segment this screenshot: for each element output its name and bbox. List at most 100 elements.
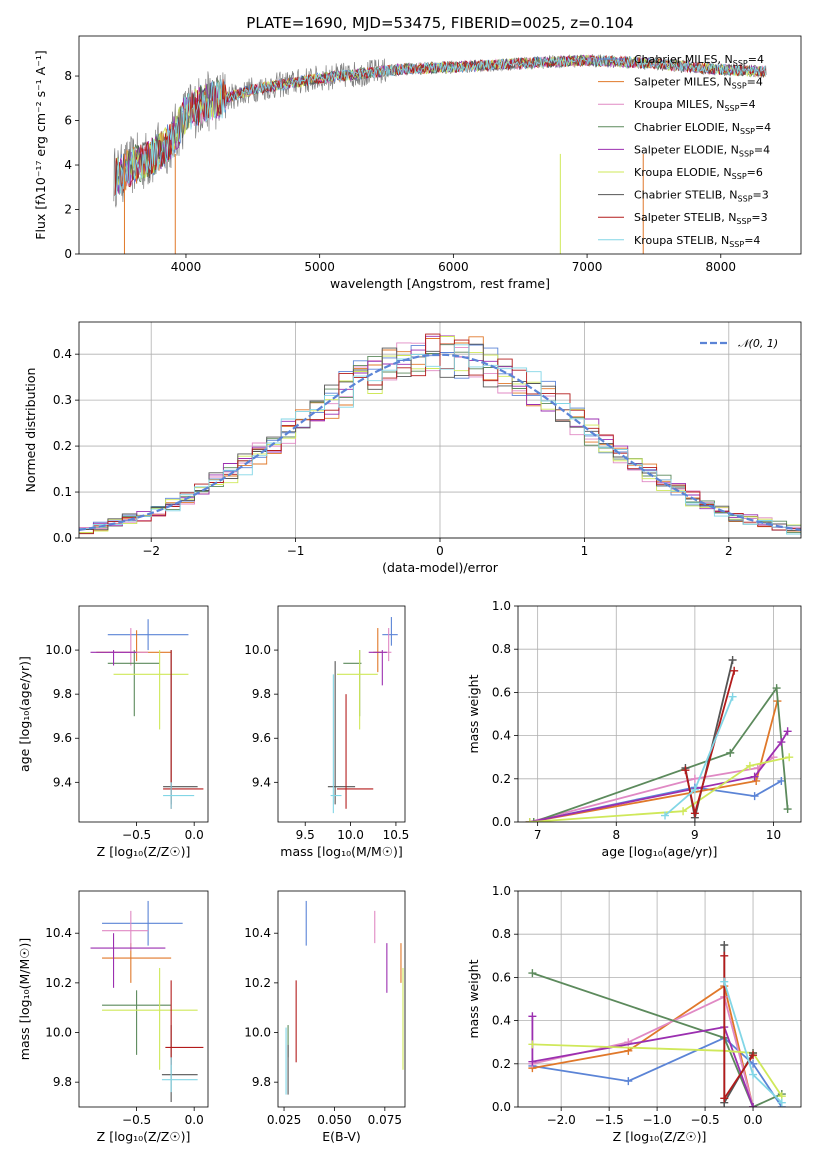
weight-series-6 [529, 756, 790, 822]
weight_vs_Z-chart: −2.0 −1.5 −1.0 −0.5 0.0 0.0 0.2 0.4 0.6 0.8 1.0 Z [… [466, 884, 802, 1144]
weight-marker [624, 1077, 633, 1086]
plot-area [285, 900, 404, 1095]
axes-frame [517, 890, 802, 1108]
legend-entry: Chabrier STELIB, NSSP=3 [634, 189, 769, 204]
legend-entry: Chabrier MILES, NSSP=4 [634, 53, 764, 68]
residuals-chart: −2 −1 0 1 2 0.0 0.1 0.2 0.3 0.4 (data-model)/error… [23, 321, 802, 575]
y-tick-label: 9.6 [53, 731, 72, 745]
weight-marker [681, 766, 690, 775]
normal-distribution-curve [79, 353, 801, 531]
weight-marker [772, 684, 781, 693]
age_vs_mass-chart: 9.5 10.0 10.5 9.4 9.6 9.8 10.0 mass [log₁₀(M/M☉… [244, 605, 409, 859]
x-tick-label: 0.0 [185, 828, 204, 842]
y-tick-label: 0.1 [53, 485, 72, 499]
axes-frame [517, 605, 802, 823]
y-axis-label: mass weight [466, 959, 481, 1038]
legend-entry: Kroupa MILES, NSSP=4 [634, 98, 756, 113]
x-tick-label: −2.0 [547, 1113, 576, 1127]
residual-histogram-9 [79, 344, 801, 537]
x-tick-label: 0 [436, 544, 444, 558]
x-tick-label: 4000 [171, 260, 202, 274]
x-axis-label: Z [log₁₀(Z/Z☉)] [97, 1129, 191, 1144]
x-tick-label: 5000 [304, 260, 335, 274]
age_vs_Z-chart: −0.5 0.0 9.4 9.6 9.8 10.0 Z [log₁₀(Z/Z☉)] age [… [17, 605, 209, 859]
legend-entry: Salpeter ELODIE, NSSP=4 [634, 143, 770, 158]
x-tick-label: 0.025 [267, 1113, 301, 1127]
x-axis-label: (data-model)/error [382, 560, 499, 575]
y-tick-label: 1.0 [492, 599, 511, 613]
y-tick-label: 0.0 [53, 531, 72, 545]
x-tick-label: 10 [766, 828, 781, 842]
y-tick-label: 1.0 [492, 884, 511, 898]
x-tick-label: −2 [142, 544, 160, 558]
plot-area [79, 333, 801, 537]
axes-frame [78, 321, 802, 539]
plot-area [90, 900, 204, 1103]
weight-marker [528, 1012, 537, 1021]
y-tick-label: 9.8 [53, 687, 72, 701]
weight-marker [783, 805, 792, 814]
axes-frame [78, 605, 209, 823]
x-tick-label: 6000 [438, 260, 469, 274]
weight-marker [690, 785, 699, 794]
y-tick-label: 0.2 [492, 772, 511, 786]
weight-marker [783, 727, 792, 736]
weight-marker [720, 1094, 729, 1103]
x-tick-label: 9.5 [296, 828, 315, 842]
weight_vs_age-chart: 7 8 9 10 0.0 0.2 0.4 0.6 0.8 1.0 age [log₁₀(age/yr… [466, 599, 802, 859]
y-tick-label: 0.0 [492, 1100, 511, 1114]
x-tick-label: 0.0 [185, 1113, 204, 1127]
weight-series-3 [529, 756, 775, 822]
y-axis-label: Flux [fλ10⁻¹⁷ erg cm⁻² s⁻¹ A⁻¹] [33, 50, 48, 239]
x-tick-label: 0.050 [317, 1113, 351, 1127]
axes-frame [78, 890, 209, 1108]
y-tick-label: 10.2 [45, 976, 72, 990]
x-tick-label: 8 [612, 828, 620, 842]
x-tick-label: 0.0 [743, 1113, 762, 1127]
x-axis-label: wavelength [Angstrom, rest frame] [330, 276, 550, 291]
y-tick-label: 10.0 [244, 643, 271, 657]
weight-marker [777, 776, 786, 785]
y-axis-label: mass [log₁₀(M/M☉)] [17, 938, 32, 1060]
weight-series-6 [532, 1043, 783, 1097]
y-tick-label: 0.8 [492, 927, 511, 941]
x-tick-label: −0.5 [122, 828, 151, 842]
weight-marker [777, 738, 786, 747]
weight-marker [528, 969, 537, 978]
weight-series-3 [532, 995, 754, 1107]
weight-series-5 [531, 1016, 754, 1107]
y-axis-label: Normed distribution [23, 368, 38, 493]
y-tick-label: 0.4 [492, 729, 511, 743]
weight-marker [690, 774, 699, 783]
y-tick-label: 9.8 [252, 1075, 271, 1089]
y-tick-label: 0.4 [492, 1014, 511, 1028]
y-tick-label: 8 [64, 69, 72, 83]
weight-marker [720, 977, 729, 986]
axes-frame [78, 35, 802, 255]
weight-marker [745, 761, 754, 770]
weight-series-7 [723, 945, 754, 1107]
y-tick-label: 10.2 [244, 976, 271, 990]
x-tick-label: 0.075 [368, 1113, 402, 1127]
weight-marker [529, 818, 538, 822]
model-spectrum-line-9 [114, 54, 766, 197]
weight-series-4 [533, 685, 789, 822]
weight-series-4 [532, 972, 783, 1107]
y-tick-label: 9.8 [53, 1075, 72, 1089]
weight-marker [728, 692, 737, 701]
y-tick-label: 0.0 [492, 815, 511, 829]
x-tick-label: 1 [581, 544, 589, 558]
weight-marker [525, 818, 534, 822]
legend-entry: 𝒩(0, 1) [738, 337, 778, 350]
x-tick-label: 9 [691, 828, 699, 842]
weight-marker [750, 772, 759, 781]
y-tick-label: 9.4 [252, 775, 271, 789]
y-tick-label: 0.2 [492, 1057, 511, 1071]
weight-marker [728, 656, 737, 664]
y-tick-label: 6 [64, 114, 72, 128]
plot-area [528, 941, 786, 1107]
x-tick-label: 7 [534, 828, 542, 842]
weight-marker [720, 941, 729, 949]
y-tick-label: 10.4 [45, 926, 72, 940]
y-tick-label: 9.6 [252, 731, 271, 745]
